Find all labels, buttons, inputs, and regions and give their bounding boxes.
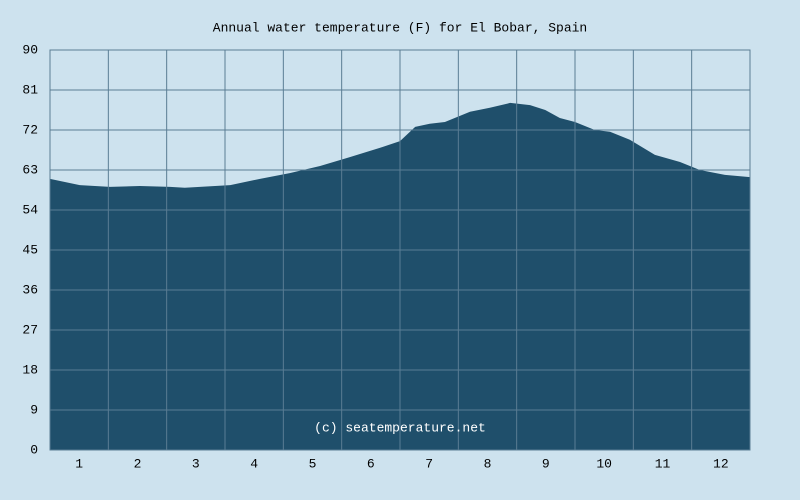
chart-title: Annual water temperature (F) for El Boba… (213, 20, 587, 35)
x-tick-label: 7 (425, 456, 433, 471)
x-tick-label: 1 (75, 456, 83, 471)
x-tick-label: 4 (250, 456, 258, 471)
y-tick-label: 9 (30, 402, 38, 417)
x-tick-label: 9 (542, 456, 550, 471)
y-tick-label: 81 (22, 82, 38, 97)
y-tick-label: 27 (22, 322, 38, 337)
plot-frame (49, 49, 751, 451)
y-tick-label: 63 (22, 162, 38, 177)
x-tick-label: 10 (596, 456, 612, 471)
y-tick-label: 54 (22, 202, 38, 217)
annotation: (c) seatemperature.net (314, 420, 486, 435)
x-tick-label: 6 (367, 456, 375, 471)
x-tick-label: 8 (484, 456, 492, 471)
x-tick-label: 11 (655, 456, 671, 471)
y-tick-label: 36 (22, 282, 38, 297)
y-tick-label: 90 (22, 42, 38, 57)
x-tick-label: 3 (192, 456, 200, 471)
y-tick-label: 0 (30, 442, 38, 457)
y-tick-label: 45 (22, 242, 38, 257)
y-tick-label: 72 (22, 122, 38, 137)
x-tick-label: 12 (713, 456, 729, 471)
x-tick-label: 2 (134, 456, 142, 471)
x-tick-label: 5 (309, 456, 317, 471)
y-tick-label: 18 (22, 362, 38, 377)
